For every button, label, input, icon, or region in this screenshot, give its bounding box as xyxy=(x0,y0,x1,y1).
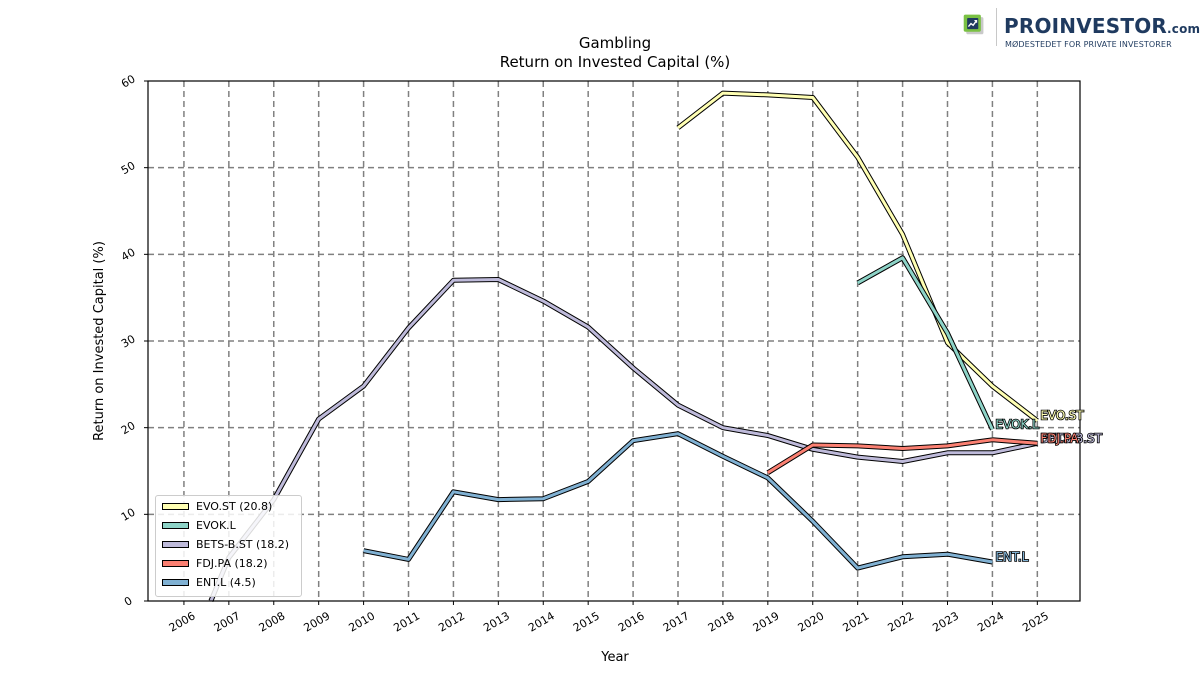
series-line-evo-st xyxy=(677,91,1039,422)
y-tick-label-0: 0 xyxy=(122,594,135,609)
x-tick-label-2025: 2025 xyxy=(1020,609,1051,634)
legend-swatch-ent-l xyxy=(162,579,189,586)
series-line-bets-b-st xyxy=(209,278,1038,602)
proinvestor-logo[interactable]: PROINVESTOR.com MØDESTEDET FOR PRIVATE I… xyxy=(960,8,1200,54)
y-tick-label-40: 40 xyxy=(119,246,138,264)
legend-label-ent-l: ENT.L (4.5) xyxy=(196,576,256,589)
end-label-evo-st: EVO.ST xyxy=(1040,409,1084,423)
legend-swatch-evok-l xyxy=(162,522,189,529)
y-axis-label: Return on Invested Capital (%) xyxy=(92,241,107,441)
x-tick-label-2007: 2007 xyxy=(212,609,243,634)
y-tick-label-50: 50 xyxy=(119,159,138,177)
x-tick-label-2017: 2017 xyxy=(661,609,692,634)
series-ent-l xyxy=(363,431,993,571)
x-tick-label-2012: 2012 xyxy=(436,609,467,634)
x-tick-label-2019: 2019 xyxy=(751,609,782,634)
end-label-ent-l: ENT.L xyxy=(995,550,1028,564)
x-tick-label-2006: 2006 xyxy=(167,609,198,634)
legend-swatch-evo-st xyxy=(162,503,189,510)
y-tick-label-20: 20 xyxy=(119,419,138,437)
x-tick-label-2021: 2021 xyxy=(841,609,872,634)
y-tick-label-60: 60 xyxy=(119,72,138,90)
series-bets-b-st xyxy=(208,277,1038,602)
brand-name: PROINVESTOR.com xyxy=(1004,14,1200,38)
end-label-fdj-pa: FDJ.PA xyxy=(1040,431,1079,445)
x-tick-label-2013: 2013 xyxy=(481,609,512,634)
series-evo-st xyxy=(676,90,1039,423)
brand-name-text: PROINVESTOR xyxy=(1004,14,1168,38)
x-tick-label-2014: 2014 xyxy=(526,609,557,634)
x-tick-label-2018: 2018 xyxy=(706,609,737,634)
chart-trend-icon xyxy=(963,14,984,35)
x-tick-label-2016: 2016 xyxy=(616,609,647,634)
chart-title: Gambling xyxy=(579,34,651,52)
series-line-evok-l xyxy=(856,256,994,431)
brand-suffix: .com xyxy=(1167,22,1200,36)
x-tick-label-2010: 2010 xyxy=(346,609,377,634)
series-line-fdj-pa xyxy=(767,438,1038,474)
legend-label-bets-b-st: BETS-B.ST (18.2) xyxy=(196,538,290,551)
series-evok-l xyxy=(856,255,995,431)
end-label-bets-b-st: BETS-B.ST xyxy=(1040,431,1102,445)
x-tick-label-2022: 2022 xyxy=(885,609,916,634)
legend-swatch-bets-b-st xyxy=(162,541,189,548)
x-axis-label: Year xyxy=(600,650,629,665)
legend-label-evo-st: EVO.ST (20.8) xyxy=(196,500,273,513)
x-tick-label-2009: 2009 xyxy=(302,609,333,634)
logo-divider xyxy=(996,8,997,46)
brand-tagline: MØDESTEDET FOR PRIVATE INVESTORER xyxy=(1005,40,1172,49)
series-outline-bets-b-st xyxy=(208,277,1038,602)
series-fdj-pa xyxy=(766,437,1038,475)
x-tick-label-2023: 2023 xyxy=(930,609,961,634)
x-tick-label-2020: 2020 xyxy=(796,609,827,634)
series-lines xyxy=(208,90,1039,602)
chart-legend: EVO.ST (20.8) EVOK.L BETS-B.ST (18.2) FD… xyxy=(155,495,302,597)
series-line-ent-l xyxy=(363,432,993,570)
legend-label-evok-l: EVOK.L xyxy=(196,519,236,532)
legend-label-fdj-pa: FDJ.PA (18.2) xyxy=(196,557,268,570)
legend-swatch-fdj-pa xyxy=(162,560,189,567)
y-tick-label-10: 10 xyxy=(119,506,138,524)
x-tick-label-2008: 2008 xyxy=(257,609,288,634)
x-tick-label-2011: 2011 xyxy=(391,609,422,634)
x-tick-label-2024: 2024 xyxy=(975,609,1006,634)
y-tick-label-30: 30 xyxy=(119,332,138,350)
chart-subtitle: Return on Invested Capital (%) xyxy=(500,53,731,71)
end-label-evok-l: EVOK.L xyxy=(995,417,1039,431)
x-tick-label-2015: 2015 xyxy=(571,609,602,634)
